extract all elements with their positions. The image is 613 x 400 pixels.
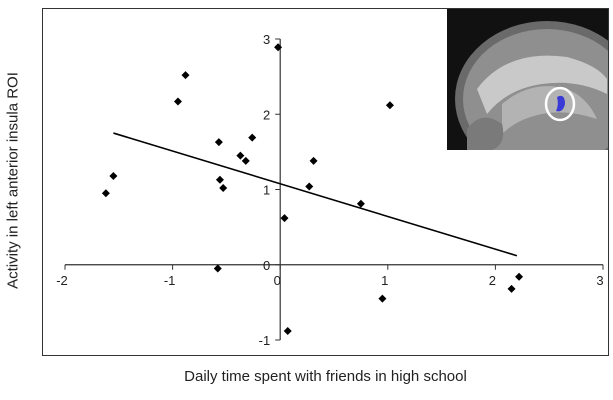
y-tick-label: 2 [263,107,270,122]
data-point [385,101,394,110]
x-tick-label: -2 [56,273,68,288]
data-point [283,326,292,335]
x-tick-label: -1 [164,273,176,288]
data-points [101,43,524,335]
tick-labels: -2 -1 0 1 2 3 -1 0 1 2 3 [56,32,603,348]
data-point [181,71,190,80]
data-point [356,199,365,208]
data-point [507,284,516,293]
roi-activation [556,95,565,112]
data-point [515,272,524,281]
data-point [378,294,387,303]
data-point [241,156,250,165]
y-tick-label: 3 [263,32,270,47]
data-point [305,182,314,191]
x-tick-label: 3 [596,273,603,288]
y-axis-label: Activity in left anterior insula ROI [4,72,22,289]
data-point [236,151,245,160]
x-tick-label: 0 [274,273,281,288]
y-tick-label: 0 [263,258,270,273]
data-point [101,189,110,198]
data-point [214,138,223,147]
data-point [219,183,228,192]
data-point [109,171,118,180]
plot-frame [42,8,609,356]
roi-circle [544,86,576,122]
data-point [215,175,224,184]
data-point [248,133,257,142]
trendline-layer [113,132,518,257]
white-matter [477,55,607,114]
trendline [113,132,518,257]
data-point [309,156,318,165]
data-point [280,214,289,223]
x-tick-label: 1 [381,273,388,288]
x-tick-label: 2 [489,273,496,288]
y-tick-label: -1 [259,333,271,348]
axes [64,38,604,341]
brain-mri-inset [447,9,608,150]
data-point [173,97,182,106]
data-point [274,43,283,52]
y-tick-label: 1 [263,183,270,198]
data-point [213,264,222,273]
x-axis-label: Daily time spent with friends in high sc… [184,368,467,385]
temporal-lobe [467,117,504,150]
